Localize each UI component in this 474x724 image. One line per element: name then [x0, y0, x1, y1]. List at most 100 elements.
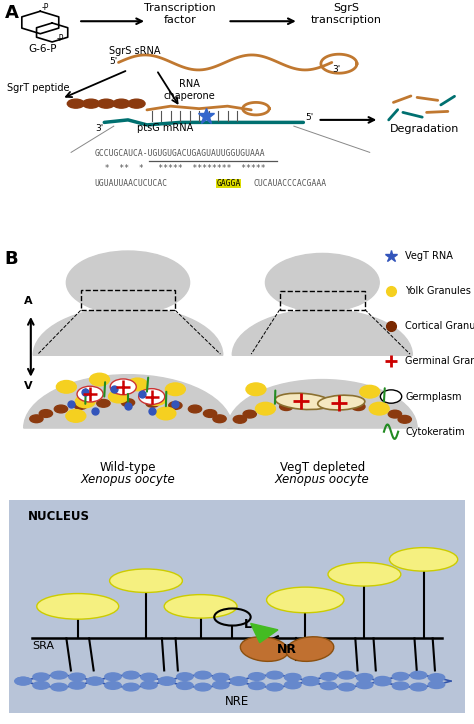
- Text: Germplasm: Germplasm: [405, 392, 462, 402]
- Ellipse shape: [66, 410, 86, 422]
- FancyBboxPatch shape: [0, 494, 474, 720]
- Ellipse shape: [39, 410, 53, 418]
- Text: Transcription
factor: Transcription factor: [144, 3, 216, 25]
- Circle shape: [356, 673, 373, 681]
- Wedge shape: [24, 375, 232, 428]
- Circle shape: [410, 671, 427, 679]
- Ellipse shape: [109, 390, 128, 403]
- Circle shape: [302, 678, 319, 686]
- Circle shape: [69, 673, 85, 681]
- Ellipse shape: [369, 403, 389, 415]
- Bar: [280, 291, 365, 310]
- Text: NR: NR: [277, 643, 297, 655]
- Text: A: A: [5, 4, 18, 22]
- Text: SgrS
transcription: SgrS transcription: [310, 3, 382, 25]
- Circle shape: [141, 681, 157, 689]
- Text: *  **  *   *****  ********  *****: * ** * ***** ******** *****: [95, 164, 265, 173]
- Ellipse shape: [303, 401, 317, 409]
- Text: G-6-P: G-6-P: [28, 44, 57, 54]
- Ellipse shape: [286, 636, 334, 662]
- Ellipse shape: [146, 400, 159, 407]
- Ellipse shape: [156, 407, 176, 420]
- Ellipse shape: [121, 399, 135, 406]
- Polygon shape: [251, 623, 278, 643]
- Text: -P: -P: [42, 3, 49, 12]
- Ellipse shape: [266, 587, 344, 613]
- Circle shape: [392, 673, 409, 680]
- Circle shape: [105, 673, 121, 681]
- Ellipse shape: [233, 416, 246, 424]
- Text: 5': 5': [109, 56, 117, 66]
- Ellipse shape: [240, 636, 288, 662]
- Ellipse shape: [110, 379, 137, 395]
- Text: NUCLEUS: NUCLEUS: [27, 510, 90, 523]
- Circle shape: [105, 681, 121, 689]
- Ellipse shape: [398, 416, 411, 424]
- Text: ptsG mRNA: ptsG mRNA: [137, 123, 194, 133]
- Circle shape: [266, 671, 283, 679]
- Circle shape: [248, 682, 265, 689]
- Circle shape: [231, 677, 247, 684]
- Circle shape: [302, 677, 319, 684]
- Wedge shape: [232, 309, 412, 355]
- Ellipse shape: [203, 410, 217, 418]
- Circle shape: [338, 683, 355, 691]
- Circle shape: [195, 671, 211, 679]
- Text: VegT depleted: VegT depleted: [280, 460, 365, 473]
- Ellipse shape: [390, 547, 458, 571]
- Circle shape: [356, 681, 373, 689]
- Ellipse shape: [30, 415, 43, 423]
- Circle shape: [159, 678, 175, 685]
- Ellipse shape: [373, 406, 386, 413]
- Circle shape: [284, 681, 301, 689]
- Ellipse shape: [55, 405, 68, 413]
- Circle shape: [123, 671, 139, 679]
- Ellipse shape: [165, 383, 185, 395]
- Text: UGUAUUAACUCUCAC: UGUAUUAACUCUCAC: [95, 179, 168, 188]
- Text: -P: -P: [57, 34, 64, 43]
- Circle shape: [265, 253, 379, 311]
- Ellipse shape: [243, 411, 256, 418]
- Circle shape: [428, 674, 445, 681]
- Text: CUCAUACCCACGAAA: CUCAUACCCACGAAA: [254, 179, 327, 188]
- Circle shape: [392, 682, 409, 690]
- Text: B: B: [5, 250, 18, 268]
- Bar: [81, 290, 175, 311]
- Circle shape: [374, 676, 391, 684]
- Wedge shape: [228, 379, 417, 428]
- Circle shape: [51, 683, 67, 691]
- Circle shape: [410, 683, 427, 691]
- Text: SLIRP: SLIRP: [183, 602, 219, 611]
- Circle shape: [266, 683, 283, 691]
- Ellipse shape: [360, 385, 380, 398]
- Text: HDAC: HDAC: [128, 576, 164, 586]
- Circle shape: [82, 99, 100, 108]
- Circle shape: [51, 671, 67, 679]
- Circle shape: [69, 681, 85, 689]
- Text: RNA
pol: RNA pol: [411, 549, 436, 571]
- Ellipse shape: [37, 594, 118, 619]
- Text: Xenopus oocyte: Xenopus oocyte: [275, 473, 370, 486]
- Ellipse shape: [169, 402, 182, 409]
- Text: Cytokeratim: Cytokeratim: [405, 426, 465, 437]
- Text: GAGGA: GAGGA: [216, 179, 240, 188]
- Ellipse shape: [388, 411, 401, 418]
- Text: SHARP: SHARP: [56, 602, 99, 611]
- Ellipse shape: [318, 395, 365, 410]
- Text: A: A: [24, 296, 33, 306]
- Ellipse shape: [213, 415, 226, 423]
- Circle shape: [67, 99, 84, 108]
- Ellipse shape: [380, 390, 402, 403]
- Circle shape: [87, 678, 103, 685]
- Ellipse shape: [90, 374, 109, 386]
- Text: SgrT peptide: SgrT peptide: [7, 83, 70, 93]
- Text: NRE: NRE: [225, 694, 249, 707]
- Text: SgrS sRNA: SgrS sRNA: [109, 46, 161, 56]
- Circle shape: [177, 673, 193, 681]
- Circle shape: [33, 673, 49, 681]
- Wedge shape: [33, 307, 223, 355]
- Circle shape: [141, 673, 157, 681]
- Ellipse shape: [328, 401, 341, 409]
- Ellipse shape: [128, 378, 147, 391]
- Text: V: V: [24, 382, 33, 391]
